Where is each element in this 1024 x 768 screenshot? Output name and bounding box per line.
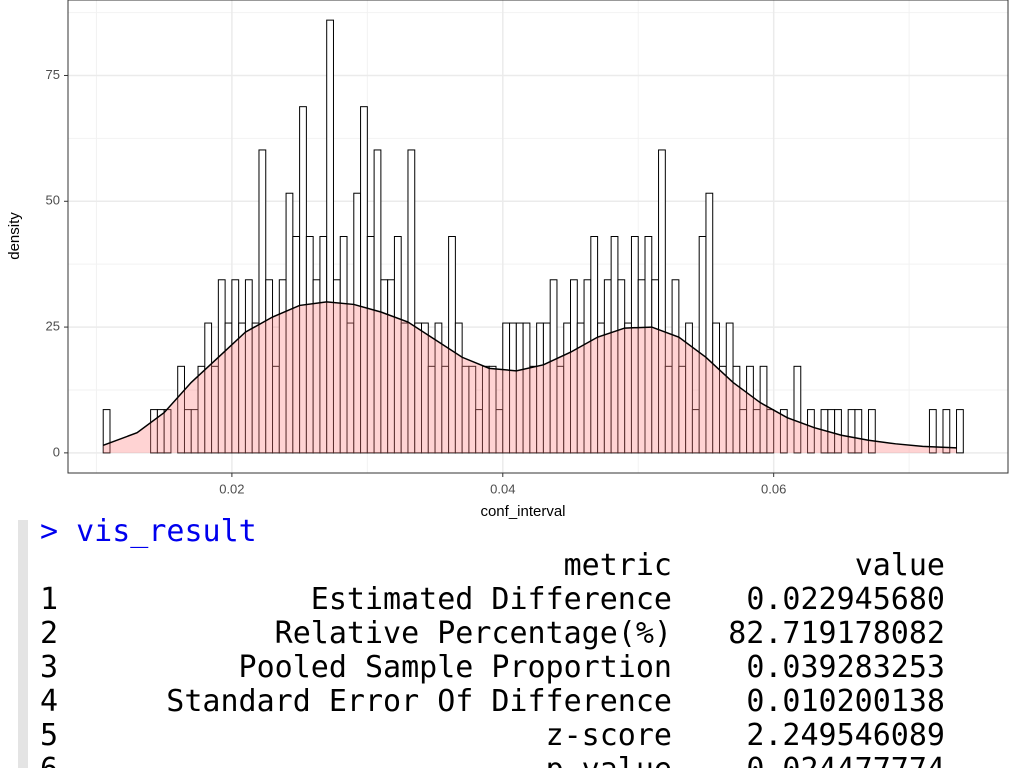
row-index: 2 bbox=[40, 616, 59, 651]
bar bbox=[766, 409, 775, 454]
bar bbox=[685, 322, 693, 454]
y-tick-label: 25 bbox=[46, 319, 60, 334]
column-header: value bbox=[854, 548, 945, 583]
bar bbox=[867, 409, 876, 454]
x-tick-label: 0.02 bbox=[219, 481, 244, 496]
bar bbox=[854, 409, 863, 454]
x-tick-label: 0.04 bbox=[490, 481, 515, 496]
panel-border bbox=[67, 0, 1009, 474]
console-command: > vis_result bbox=[40, 515, 257, 549]
row-index: 4 bbox=[40, 684, 59, 719]
bar bbox=[956, 409, 964, 454]
value-cell: 2.249546089 bbox=[746, 718, 945, 753]
y-tick-label: 75 bbox=[46, 67, 60, 82]
density-area bbox=[103, 301, 957, 453]
bar bbox=[793, 365, 802, 454]
row-index: 3 bbox=[40, 650, 59, 685]
bar bbox=[807, 409, 815, 454]
y-tick-label: 0 bbox=[53, 444, 60, 459]
value-cell: 0.010200138 bbox=[746, 684, 945, 719]
bar bbox=[658, 149, 666, 454]
bar bbox=[942, 409, 951, 454]
value-cell: 0.039283253 bbox=[746, 650, 945, 685]
row-index: 5 bbox=[40, 718, 59, 753]
bar bbox=[928, 409, 937, 454]
metric-cell: Pooled Sample Proportion bbox=[238, 650, 672, 685]
bar bbox=[834, 409, 842, 454]
row-index: 6 bbox=[40, 753, 58, 768]
bar bbox=[779, 409, 788, 454]
value-cell: 82.719178082 bbox=[728, 616, 945, 651]
bar bbox=[326, 19, 334, 454]
chart: density conf_interval 0 25 50 75 0.02 0.04 0.0… bbox=[6, 0, 1009, 520]
metric-cell: Relative Percentage(%) bbox=[274, 616, 672, 651]
density-curve bbox=[102, 301, 957, 449]
metric-cell: Estimated Difference bbox=[310, 582, 672, 617]
console: > vis_result metric value 1 Estimated Diffe… bbox=[0, 515, 1024, 768]
value-cell: 0.022945680 bbox=[746, 582, 945, 617]
y-tick-label: 50 bbox=[46, 193, 60, 208]
x-tick-label: 0.06 bbox=[761, 481, 786, 496]
x-axis-label: conf_interval bbox=[480, 503, 565, 520]
metric-cell: Standard Error Of Difference bbox=[166, 684, 672, 719]
console-gutter bbox=[18, 520, 28, 768]
metric-cell: p-value bbox=[546, 753, 672, 768]
column-header: metric bbox=[563, 548, 672, 583]
bar bbox=[407, 149, 416, 454]
metric-cell: z-score bbox=[545, 718, 672, 753]
row-index: 1 bbox=[40, 582, 59, 617]
bar bbox=[102, 409, 111, 454]
y-axis-label: density bbox=[6, 212, 23, 260]
value-cell: 0.024477774 bbox=[746, 753, 945, 768]
